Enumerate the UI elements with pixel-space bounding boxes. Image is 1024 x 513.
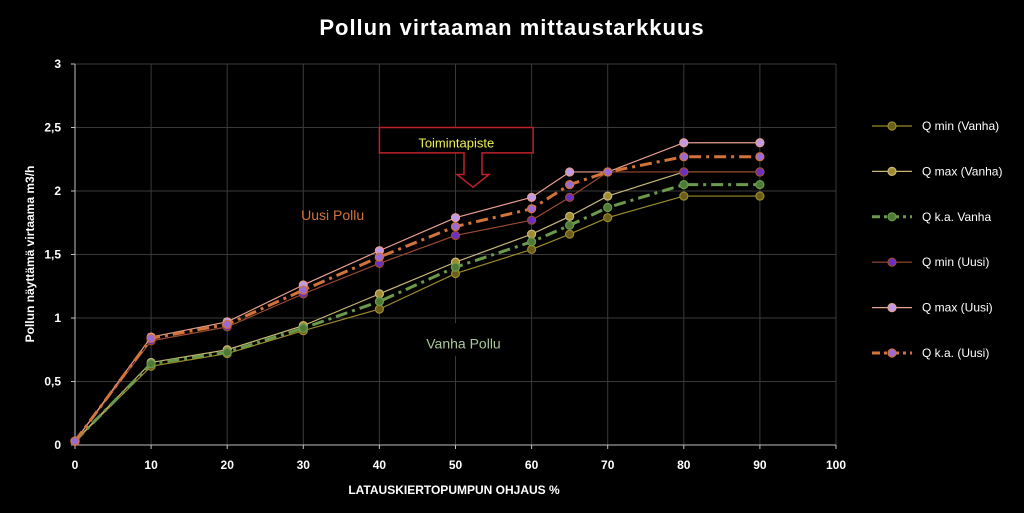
- data-point: [755, 180, 765, 190]
- y-tick-label: 1: [54, 311, 61, 325]
- legend-label: Q min (Uusi): [922, 255, 989, 269]
- data-point: [298, 323, 308, 333]
- data-point: [755, 138, 765, 148]
- legend-swatch-marker: [887, 303, 897, 313]
- legend-label: Q min (Vanha): [922, 119, 999, 133]
- legend-item: Q max (Uusi): [872, 301, 993, 315]
- legend-item: Q min (Vanha): [872, 119, 999, 133]
- data-point: [603, 191, 613, 201]
- legend-item: Q min (Uusi): [872, 255, 989, 269]
- legend-label: Q k.a. (Uusi): [922, 346, 989, 360]
- legend-swatch-marker: [887, 166, 897, 176]
- data-point: [565, 192, 575, 202]
- data-point: [222, 347, 232, 357]
- y-tick-label: 0,5: [44, 375, 61, 389]
- legend-swatch-marker: [887, 257, 897, 267]
- data-point: [374, 252, 384, 262]
- x-tick-label: 40: [373, 458, 387, 472]
- data-point: [565, 229, 575, 239]
- legend-item: Q max (Vanha): [872, 164, 1002, 178]
- data-point: [526, 237, 537, 247]
- data-point: [755, 167, 765, 177]
- data-point: [603, 213, 613, 223]
- series-2: [70, 180, 765, 446]
- data-point: [526, 215, 537, 225]
- legend-swatch-marker: [887, 348, 897, 358]
- legend-label: Q max (Uusi): [922, 301, 993, 315]
- data-point: [374, 296, 384, 307]
- data-point: [146, 333, 156, 343]
- data-point: [526, 204, 537, 214]
- legend-swatch-marker: [887, 121, 897, 131]
- x-tick-label: 80: [677, 458, 691, 472]
- x-tick-label: 100: [826, 458, 846, 472]
- data-point: [679, 167, 689, 177]
- data-point: [146, 359, 156, 369]
- data-point: [755, 191, 765, 201]
- data-point: [565, 211, 575, 221]
- y-tick-label: 3: [54, 57, 61, 71]
- vanha-pollu-label: Vanha Pollu: [426, 335, 500, 351]
- data-point: [526, 229, 537, 239]
- data-point: [603, 167, 613, 177]
- legend-label: Q k.a. Vanha: [922, 210, 991, 224]
- series-layer: [70, 138, 765, 446]
- annotation-layer: Uusi Pollu Vanha Pollu Toimintapiste: [301, 126, 534, 357]
- x-tick-label: 20: [221, 458, 235, 472]
- legend-swatch-marker: [887, 212, 897, 222]
- axes: 0 10 20 30 40 50 60 70 80 90 100 0 0,5 1 1,5 2 2,5 3: [44, 57, 846, 472]
- callout-label: Toimintapiste: [418, 136, 494, 151]
- data-point: [222, 319, 232, 329]
- x-tick-label: 30: [297, 458, 311, 472]
- y-axis-label: Pollun näyttämä virtaama m3/h: [23, 166, 37, 343]
- data-point: [526, 244, 537, 255]
- legend-item: Q k.a. Vanha: [872, 210, 991, 224]
- data-point: [450, 221, 461, 232]
- series-5: [70, 152, 765, 446]
- y-tick-label: 0: [54, 438, 61, 452]
- y-tick-label: 2,5: [44, 121, 61, 135]
- uusi-pollu-label: Uusi Pollu: [301, 207, 364, 223]
- y-tick-label: 2: [54, 184, 61, 198]
- data-point: [603, 202, 613, 213]
- x-tick-label: 70: [601, 458, 615, 472]
- data-point: [450, 262, 461, 272]
- data-point: [565, 180, 575, 190]
- x-tick-label: 10: [144, 458, 158, 472]
- data-point: [679, 180, 689, 190]
- data-point: [565, 220, 575, 230]
- data-point: [565, 167, 575, 177]
- x-tick-label: 50: [449, 458, 463, 472]
- data-point: [450, 230, 461, 241]
- data-point: [679, 191, 689, 201]
- data-point: [374, 289, 384, 299]
- data-point: [70, 436, 80, 446]
- x-tick-label: 90: [753, 458, 767, 472]
- data-point: [450, 213, 461, 223]
- data-point: [679, 138, 689, 148]
- y-tick-label: 1,5: [44, 248, 61, 262]
- data-point: [298, 285, 308, 295]
- x-axis-label: LATAUSKIERTOPUMPUN OHJAUS %: [348, 483, 560, 497]
- legend-item: Q k.a. (Uusi): [872, 346, 989, 360]
- x-tick-label: 0: [72, 458, 79, 472]
- data-point: [374, 304, 384, 314]
- data-point: [679, 152, 689, 162]
- data-point: [526, 192, 537, 202]
- data-point: [755, 152, 765, 162]
- callout-box: [378, 126, 534, 189]
- vanha-pollu-label-box: [418, 323, 509, 357]
- chart-title: Pollun virtaaman mittaustarkkuus: [319, 15, 704, 40]
- legend: Q min (Vanha) Q max (Vanha) Q k.a. Vanha Q …: [872, 119, 1002, 360]
- legend-label: Q max (Vanha): [922, 164, 1002, 178]
- x-tick-label: 60: [525, 458, 539, 472]
